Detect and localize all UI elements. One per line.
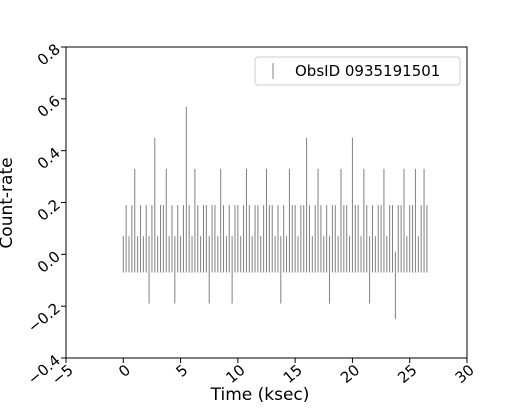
y-tick-label: 0.8 (34, 40, 64, 69)
x-tick-label: 25 (394, 361, 420, 387)
x-axis-label: Time (ksec) (210, 385, 310, 405)
x-tick-label: 0 (115, 361, 134, 381)
y-tick-label: 0.4 (34, 144, 64, 173)
x-tick-label: 30 (452, 361, 478, 387)
x-tick-label: 15 (280, 361, 306, 387)
x-tick-label: 10 (222, 361, 248, 387)
x-tick-label: 20 (337, 361, 363, 387)
x-tick-label: 5 (172, 361, 191, 381)
legend-box (254, 56, 461, 86)
y-axis-label: Count-rate (0, 157, 17, 248)
y-tick-label: 0.0 (34, 247, 64, 276)
plot-frame (65, 46, 468, 359)
y-tick-label: −0.2 (24, 299, 63, 336)
legend-label: ObsID 0935191501 (295, 62, 440, 80)
y-tick-label: 0.6 (34, 92, 64, 121)
y-tick-label: 0.2 (34, 196, 64, 225)
